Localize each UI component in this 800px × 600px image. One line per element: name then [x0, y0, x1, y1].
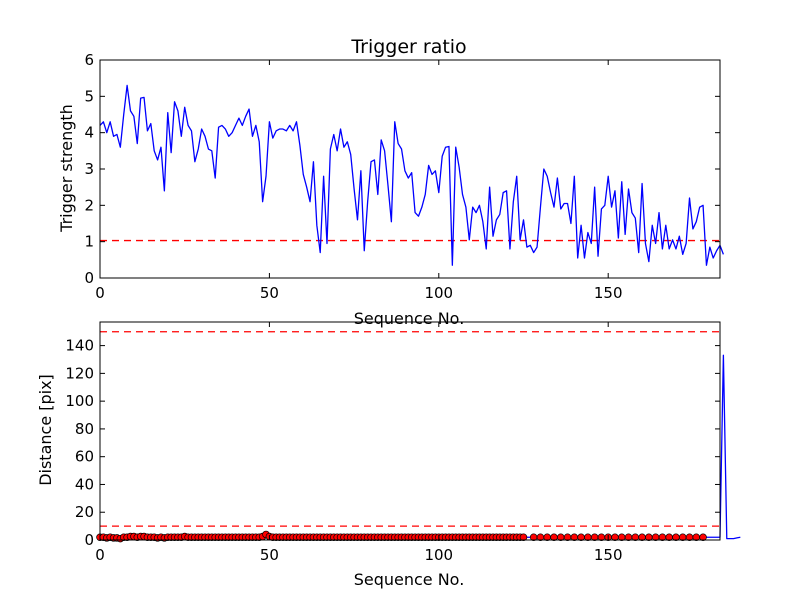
x-tick-label: 100 — [424, 546, 453, 564]
x-tick-label: 0 — [95, 546, 105, 564]
chart-title: Trigger ratio — [350, 36, 466, 58]
series-line — [99, 84, 724, 266]
x-tick-label: 150 — [594, 546, 623, 564]
x-tick-label: 0 — [95, 284, 105, 302]
y-tick-label: 60 — [75, 448, 94, 466]
y-tick-label: 2 — [84, 196, 94, 214]
data-point — [519, 533, 528, 541]
y-tick-label: 4 — [84, 124, 94, 142]
y-tick-label: 100 — [65, 392, 94, 410]
x-tick-label: 50 — [260, 284, 279, 302]
y-tick-label: 3 — [84, 160, 94, 178]
y-tick-label: 0 — [84, 531, 94, 549]
x-tick-label: 100 — [424, 284, 453, 302]
y-tick-label: 80 — [75, 420, 94, 438]
y-tick-label: 20 — [75, 503, 94, 521]
y-axis-label: Trigger strength — [57, 104, 76, 233]
plot-area: 0 50 100 150 0 1 2 3 4 5 6 — [84, 51, 724, 302]
y-tick-label: 120 — [65, 364, 94, 382]
y-tick-label: 6 — [84, 51, 94, 69]
plot-area: 0 50 100 150 0 20 40 60 80 100 120 140 — [65, 321, 741, 564]
x-tick-label: 50 — [260, 546, 279, 564]
x-tick-label: 150 — [594, 284, 623, 302]
y-tick-label: 140 — [65, 337, 94, 355]
x-axis-label: Sequence No. — [354, 309, 465, 328]
data-point — [699, 533, 707, 541]
y-axis-label: Distance [pix] — [36, 374, 55, 486]
y-tick-label: 40 — [75, 475, 94, 493]
x-axis-label: Sequence No. — [354, 570, 465, 589]
distance-chart: Distance [pix] Sequence No. 0 50 100 150 0 20… — [36, 321, 741, 589]
axes-frame — [99, 321, 721, 541]
trigger-ratio-chart: Trigger ratio Trigger strength Sequence … — [57, 36, 724, 328]
y-tick-label: 0 — [84, 269, 94, 287]
y-tick-label: 5 — [84, 87, 94, 105]
y-tick-label: 1 — [84, 233, 94, 251]
